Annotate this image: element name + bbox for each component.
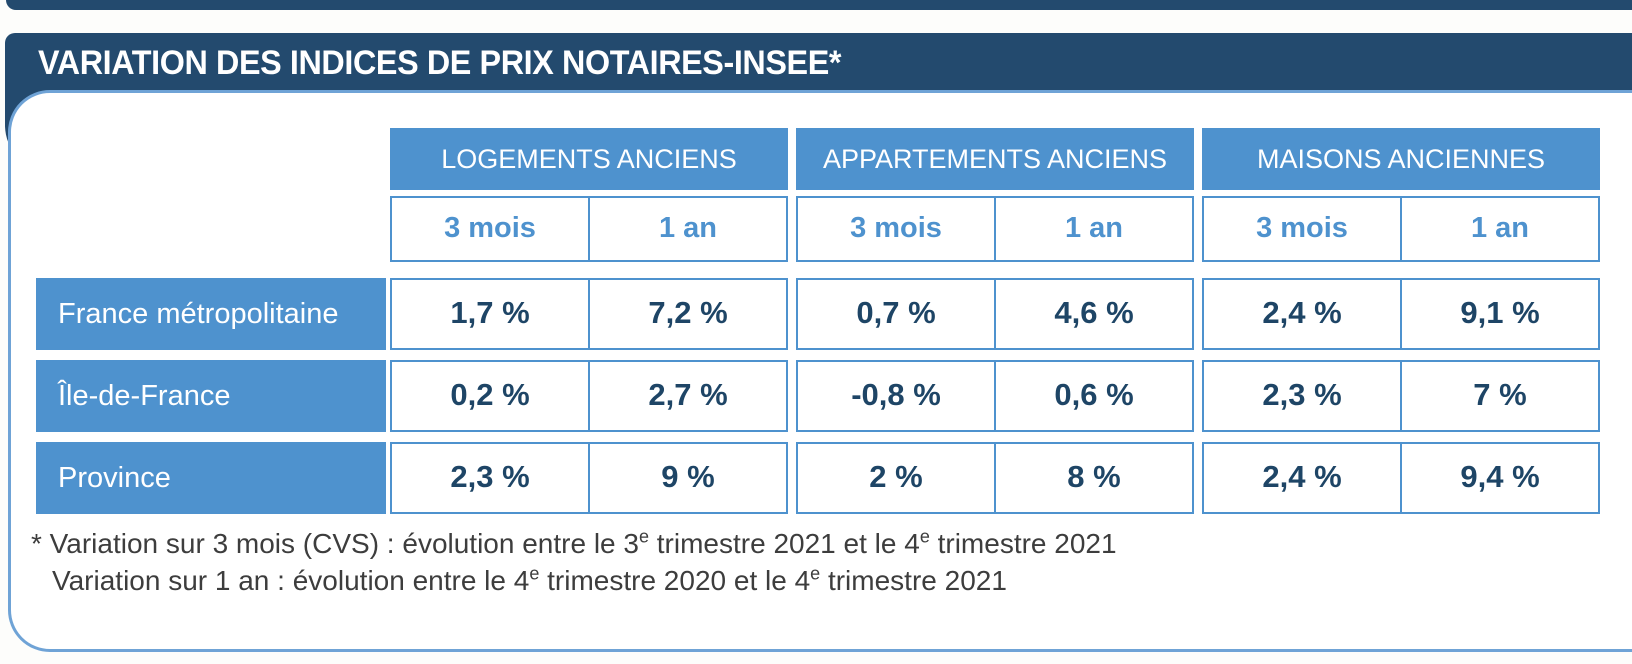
value-cell: 9,1 % xyxy=(1400,278,1600,350)
period-header-cell: 1 an xyxy=(994,196,1194,262)
value-cell: 2,4 % xyxy=(1202,442,1402,514)
value-pair: 0,2 % 2,7 % xyxy=(390,360,788,432)
value-pair: 2 % 8 % xyxy=(796,442,1194,514)
value-pair: -0,8 % 0,6 % xyxy=(796,360,1194,432)
value-cell: 7 % xyxy=(1400,360,1600,432)
period-pair-logements: 3 mois 1 an xyxy=(390,196,788,262)
period-header-cell: 3 mois xyxy=(796,196,996,262)
value-cell: -0,8 % xyxy=(796,360,996,432)
footnote-text: * Variation sur 3 mois (CVS) : évolution… xyxy=(31,528,639,559)
value-pair: 2,3 % 9 % xyxy=(390,442,788,514)
footnote-superscript: e xyxy=(529,563,540,584)
value-pair: 2,4 % 9,1 % xyxy=(1202,278,1600,350)
footnote-text: trimestre 2021 xyxy=(929,528,1117,559)
value-cell: 9 % xyxy=(588,442,788,514)
value-cell: 2,3 % xyxy=(390,442,590,514)
value-cell: 2,4 % xyxy=(1202,278,1402,350)
footnote: * Variation sur 3 mois (CVS) : évolution… xyxy=(31,525,1117,599)
period-header-row: 3 mois 1 an 3 mois 1 an 3 mois 1 an xyxy=(36,196,1600,262)
footnote-text: trimestre 2021 xyxy=(820,565,1007,596)
value-cell: 8 % xyxy=(994,442,1194,514)
footnote-superscript: e xyxy=(919,526,930,547)
table-row-ile-de-france: Île-de-France 0,2 % 2,7 % -0,8 % 0,6 % 2… xyxy=(36,360,1600,432)
content-panel: LOGEMENTS ANCIENS APPARTEMENTS ANCIENS M… xyxy=(8,90,1632,652)
value-pair: 2,4 % 9,4 % xyxy=(1202,442,1600,514)
value-pair: 1,7 % 7,2 % xyxy=(390,278,788,350)
period-header-cell: 1 an xyxy=(588,196,788,262)
region-label-cell: Île-de-France xyxy=(36,360,386,432)
footnote-line-2: Variation sur 1 an : évolution entre le … xyxy=(31,562,1117,599)
label-spacer xyxy=(36,196,390,262)
footnote-superscript: e xyxy=(638,526,649,547)
value-cell: 2,3 % xyxy=(1202,360,1402,432)
value-cell: 9,4 % xyxy=(1400,442,1600,514)
value-pair: 2,3 % 7 % xyxy=(1202,360,1600,432)
footnote-text: trimestre 2020 et le 4 xyxy=(539,565,811,596)
region-label-cell: Province xyxy=(36,442,386,514)
value-cell: 0,7 % xyxy=(796,278,996,350)
value-cell: 2 % xyxy=(796,442,996,514)
value-cell: 1,7 % xyxy=(390,278,590,350)
label-spacer xyxy=(36,128,390,190)
period-header-cell: 1 an xyxy=(1400,196,1600,262)
footnote-text: Variation sur 1 an : évolution entre le … xyxy=(52,565,530,596)
page-title: VARIATION DES INDICES DE PRIX NOTAIRES-I… xyxy=(38,44,842,82)
group-header-appartements: APPARTEMENTS ANCIENS xyxy=(796,128,1194,190)
period-header-cell: 3 mois xyxy=(390,196,590,262)
group-header-row: LOGEMENTS ANCIENS APPARTEMENTS ANCIENS M… xyxy=(36,128,1600,190)
period-pair-appartements: 3 mois 1 an xyxy=(796,196,1194,262)
period-header-cell: 3 mois xyxy=(1202,196,1402,262)
value-cell: 0,2 % xyxy=(390,360,590,432)
top-navy-strip xyxy=(6,0,1632,10)
value-pair: 0,7 % 4,6 % xyxy=(796,278,1194,350)
group-header-maisons: MAISONS ANCIENNES xyxy=(1202,128,1600,190)
table-row-france-metropolitaine: France métropolitaine 1,7 % 7,2 % 0,7 % … xyxy=(36,278,1600,350)
value-cell: 2,7 % xyxy=(588,360,788,432)
region-label-cell: France métropolitaine xyxy=(36,278,386,350)
period-pair-maisons: 3 mois 1 an xyxy=(1202,196,1600,262)
group-header-logements: LOGEMENTS ANCIENS xyxy=(390,128,788,190)
footnote-line-1: * Variation sur 3 mois (CVS) : évolution… xyxy=(31,525,1117,562)
footnote-text: trimestre 2021 et le 4 xyxy=(649,528,920,559)
table-row-province: Province 2,3 % 9 % 2 % 8 % 2,4 % 9,4 % xyxy=(36,442,1600,514)
value-cell: 7,2 % xyxy=(588,278,788,350)
value-cell: 4,6 % xyxy=(994,278,1194,350)
footnote-superscript: e xyxy=(810,563,821,584)
price-table: LOGEMENTS ANCIENS APPARTEMENTS ANCIENS M… xyxy=(36,128,1600,524)
value-cell: 0,6 % xyxy=(994,360,1194,432)
